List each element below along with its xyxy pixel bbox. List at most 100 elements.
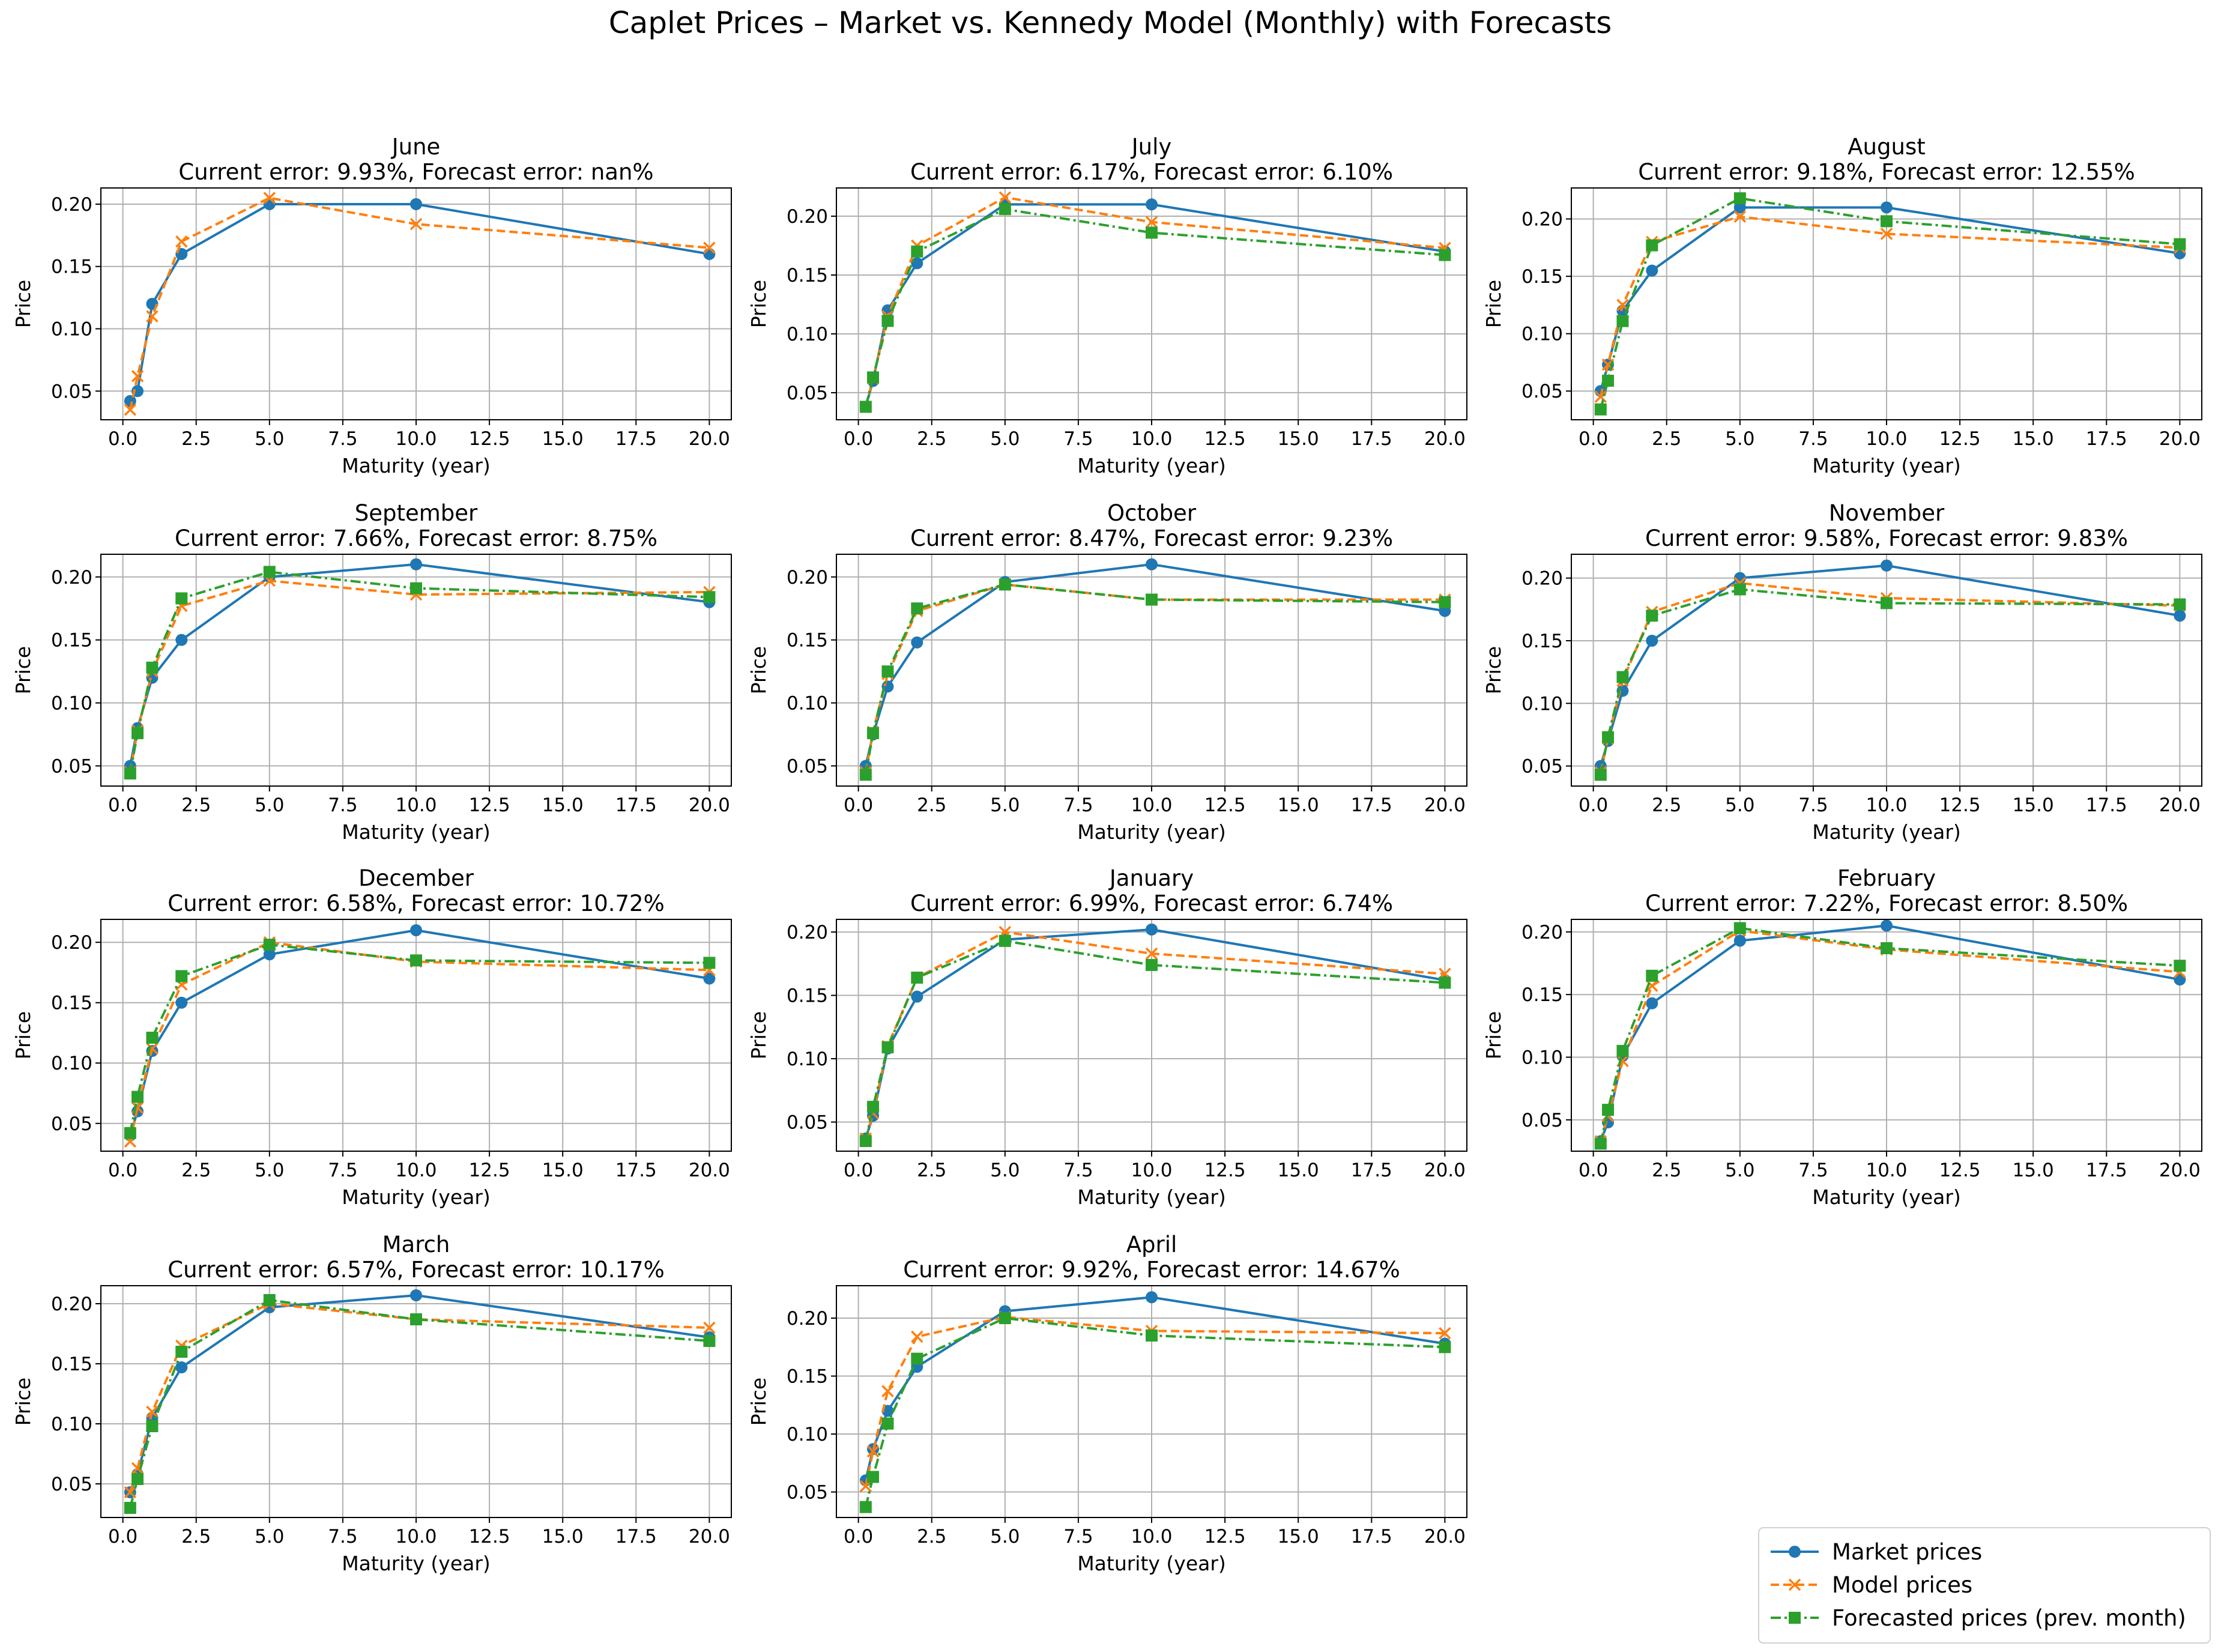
data-point-model [999, 191, 1012, 204]
data-point-market [410, 198, 422, 210]
x-tick-label: 5.0 [990, 1526, 1020, 1548]
data-point-forecast [1146, 226, 1158, 239]
x-tick-label: 10.0 [395, 1160, 437, 1181]
series-line-forecast [128, 570, 710, 774]
y-tick-label: 0.15 [787, 630, 828, 652]
y-tick-label: 0.10 [51, 693, 92, 715]
subplot-subtitle: Current error: 9.18%, Forecast error: 12… [1638, 159, 2135, 185]
x-tick-label: 0.0 [108, 1160, 137, 1181]
subplot-title: September [355, 500, 478, 526]
series-line-model [128, 579, 710, 773]
y-tick-label: 0.15 [51, 256, 92, 278]
data-point-model [911, 1330, 923, 1343]
data-point-forecast [1594, 769, 1607, 781]
x-tick-label: 15.0 [542, 428, 584, 450]
data-point-model [866, 1445, 880, 1458]
x-tick-label: 2.5 [1652, 428, 1681, 450]
data-point-forecast [881, 315, 894, 327]
subplot-subtitle: Current error: 6.58%, Forecast error: 10… [168, 891, 665, 916]
subplot-title: April [1126, 1232, 1177, 1257]
subplot-subtitle: Current error: 9.92%, Forecast error: 14… [903, 1257, 1400, 1283]
data-point-market [2174, 610, 2186, 622]
figure-title: Caplet Prices – Market vs. Kennedy Model… [609, 5, 1612, 40]
x-axis-label: Maturity (year) [1077, 820, 1226, 844]
y-tick-label: 0.05 [51, 1474, 92, 1495]
x-axis-label: Maturity (year) [342, 820, 491, 844]
x-tick-label: 12.5 [469, 1526, 510, 1548]
x-tick-label: 2.5 [917, 1160, 946, 1181]
x-tick-label: 0.0 [108, 794, 137, 816]
data-point-market [410, 558, 422, 570]
y-tick-label: 0.10 [1521, 693, 1563, 715]
y-axis-label: Price [1482, 1011, 1505, 1060]
data-point-model [1880, 228, 1893, 240]
x-tick-label: 5.0 [255, 794, 284, 816]
y-tick-label: 0.05 [787, 1112, 828, 1133]
series-line-market [864, 1296, 1445, 1481]
y-tick-label: 0.20 [51, 567, 92, 588]
x-tick-label: 7.5 [328, 794, 357, 816]
x-tick-label: 0.0 [108, 1526, 137, 1548]
x-axis-label: Maturity (year) [1812, 1185, 1961, 1209]
y-tick-label: 0.10 [787, 1048, 828, 1070]
legend-marker-market [1789, 1546, 1801, 1558]
x-tick-label: 17.5 [615, 428, 657, 450]
x-tick-label: 20.0 [2159, 1160, 2201, 1181]
x-tick-label: 10.0 [395, 1526, 437, 1548]
data-point-forecast [1594, 403, 1607, 416]
plot-frame [100, 187, 732, 420]
plot-frame [836, 187, 1467, 420]
y-tick-label: 0.15 [787, 1366, 828, 1388]
plot-frame [100, 554, 732, 787]
subplot-title: January [1108, 865, 1194, 891]
series-line-model [864, 583, 1445, 773]
x-tick-label: 2.5 [917, 1526, 946, 1548]
x-tick-label: 7.5 [1063, 1160, 1093, 1181]
data-point-market [410, 1289, 422, 1301]
x-axis-label: Maturity (year) [1077, 1552, 1226, 1575]
series-line-forecast [1599, 588, 2180, 775]
x-tick-label: 0.0 [1579, 428, 1608, 450]
data-point-forecast [1439, 976, 1451, 989]
y-tick-label: 0.15 [1521, 984, 1563, 1006]
data-point-forecast [859, 1501, 872, 1513]
data-point-market [1881, 559, 1893, 572]
data-point-market [1146, 558, 1158, 570]
y-tick-label: 0.20 [51, 1293, 92, 1315]
x-tick-label: 15.0 [2013, 794, 2054, 816]
y-tick-label: 0.20 [1521, 209, 1563, 231]
y-tick-label: 0.15 [1521, 266, 1563, 288]
x-tick-label: 2.5 [181, 1526, 211, 1548]
x-axis-label: Maturity (year) [1812, 820, 1961, 844]
x-tick-label: 12.5 [469, 428, 510, 450]
y-tick-label: 0.10 [51, 1053, 92, 1074]
x-tick-label: 10.0 [1131, 428, 1172, 450]
data-point-forecast [1616, 671, 1629, 683]
plot-frame [1571, 187, 2202, 420]
data-point-market [175, 996, 188, 1009]
data-point-forecast [1146, 593, 1158, 606]
data-point-forecast [1733, 583, 1746, 596]
subplot-title: July [1131, 134, 1172, 160]
x-axis-label: Maturity (year) [1077, 1185, 1226, 1209]
x-tick-label: 15.0 [1278, 794, 1319, 816]
data-point-forecast [867, 1471, 880, 1483]
plot-frame [1571, 919, 2202, 1152]
data-point-model [1594, 390, 1607, 404]
data-point-market [1646, 997, 1658, 1009]
data-point-forecast [1616, 315, 1629, 327]
data-point-forecast [146, 1032, 159, 1044]
y-tick-label: 0.05 [51, 755, 92, 777]
series-line-forecast [864, 1317, 1445, 1508]
subplot-subtitle: Current error: 6.17%, Forecast error: 6.… [910, 159, 1393, 185]
y-tick-label: 0.10 [787, 693, 828, 715]
y-tick-label: 0.15 [1521, 631, 1563, 652]
legend-label-forecast: Forecasted prices (prev. month) [1832, 1605, 2186, 1631]
y-axis-label: Price [747, 280, 770, 328]
data-point-forecast [1602, 375, 1615, 387]
x-tick-label: 7.5 [1063, 428, 1093, 450]
y-axis-label: Price [747, 646, 770, 695]
data-point-market [867, 1443, 880, 1456]
